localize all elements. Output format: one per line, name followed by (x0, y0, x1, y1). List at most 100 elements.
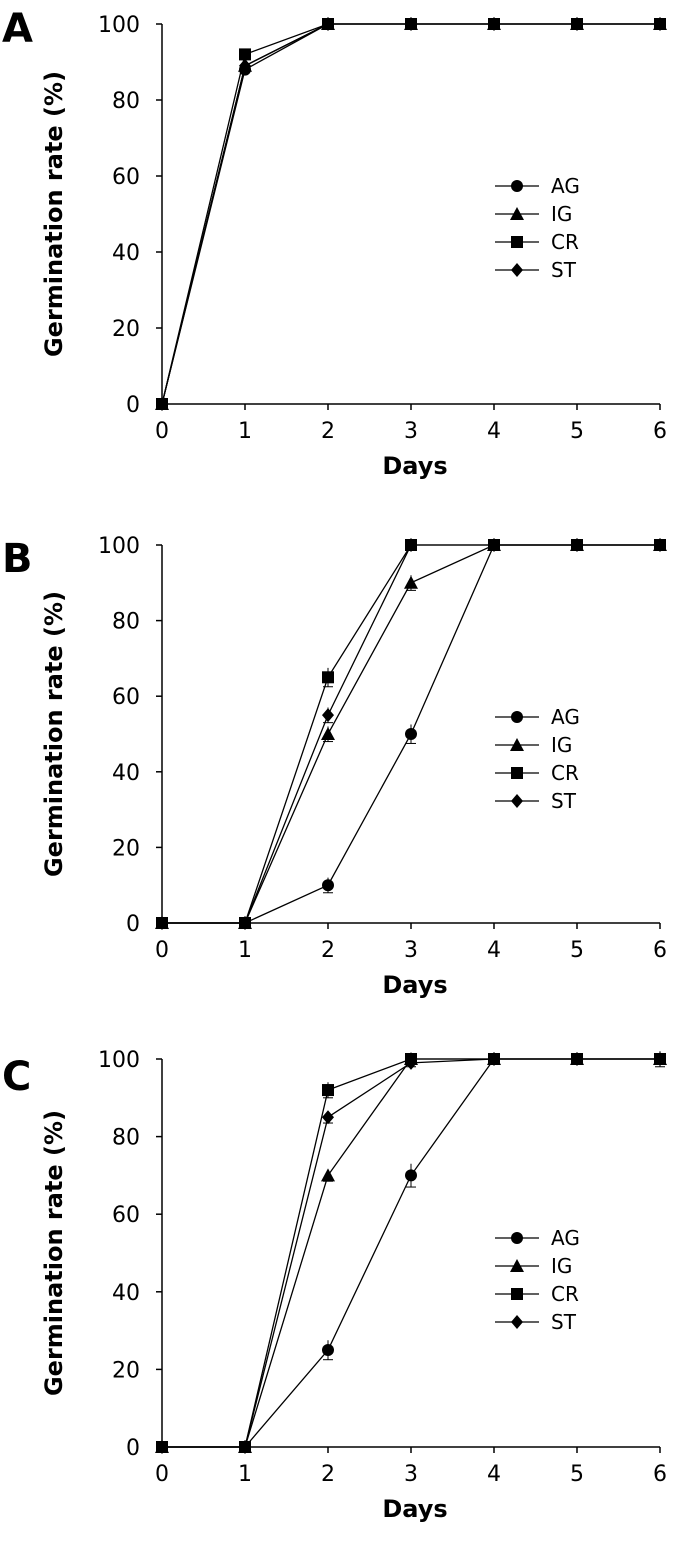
legend-marker (511, 263, 523, 277)
legend-label: CR (551, 230, 579, 254)
x-tick-label: 1 (238, 1462, 252, 1487)
x-tick-label: 4 (487, 938, 501, 963)
data-point (405, 1169, 417, 1182)
legend-label: IG (551, 1254, 572, 1278)
legend-marker (510, 1259, 524, 1272)
data-point (488, 17, 500, 31)
legend-label: AG (551, 705, 580, 729)
legend-marker (511, 1232, 523, 1244)
data-point (156, 1440, 168, 1454)
data-point (322, 1110, 334, 1125)
y-tick-label: 0 (126, 912, 140, 937)
data-point (404, 575, 418, 589)
data-point (654, 17, 666, 31)
x-tick-label: 0 (155, 1462, 169, 1487)
y-axis-title: Germination rate (%) (40, 1110, 68, 1396)
legend-label: IG (551, 202, 572, 226)
series-AG (156, 1053, 666, 1453)
series-CR (156, 18, 666, 410)
data-point (322, 1084, 334, 1097)
y-tick-label: 80 (112, 610, 140, 635)
series-line (162, 1058, 660, 1448)
x-tick-label: 1 (238, 938, 252, 963)
data-point (239, 1440, 251, 1454)
panel-letter: B (2, 536, 33, 582)
legend-marker (511, 180, 523, 192)
y-tick-label: 0 (126, 1436, 140, 1461)
x-tick-label: 4 (487, 1462, 501, 1487)
x-tick-label: 3 (404, 419, 418, 444)
series-line (162, 1058, 660, 1448)
x-tick-label: 6 (653, 419, 667, 444)
y-tick-label: 40 (112, 1281, 140, 1306)
series-line (162, 1058, 660, 1448)
y-tick-label: 100 (98, 534, 140, 559)
legend: AG IG CR ST (495, 1226, 580, 1334)
chart-panel-B: B 0 20 40 60 80 100 0 1 2 3 4 5 6 Days Germination rate… (2, 534, 667, 999)
data-point (571, 538, 583, 552)
y-tick-label: 60 (112, 1203, 140, 1228)
legend-marker (511, 1288, 523, 1300)
panel-letter: A (2, 6, 33, 52)
x-tick-label: 2 (321, 419, 335, 444)
legend-label: AG (551, 174, 580, 198)
data-point (239, 916, 251, 930)
data-point (571, 1052, 583, 1066)
series-CR (156, 1051, 666, 1453)
y-tick-label: 20 (112, 836, 140, 861)
y-tick-label: 100 (98, 13, 140, 38)
y-tick-label: 0 (126, 393, 140, 418)
y-axis-title: Germination rate (%) (40, 71, 68, 357)
legend-marker (510, 207, 524, 220)
legend-label: ST (551, 258, 577, 282)
data-point (156, 397, 168, 411)
y-tick-label: 100 (98, 1048, 140, 1073)
legend: AG IG CR ST (495, 174, 580, 282)
data-point (239, 58, 251, 73)
chart-panel-C: C 0 20 40 60 80 100 0 1 2 3 4 5 6 Days Germination rate… (2, 1048, 667, 1523)
data-point (571, 17, 583, 31)
y-tick-label: 60 (112, 685, 140, 710)
panel-letter: C (2, 1054, 31, 1100)
y-tick-label: 20 (112, 317, 140, 342)
x-axis-title: Days (382, 1495, 447, 1523)
series-line (161, 23, 660, 405)
series-AG (156, 539, 666, 929)
legend-marker (511, 767, 523, 779)
data-point (654, 1052, 666, 1066)
legend-label: IG (551, 733, 572, 757)
data-point (321, 1168, 335, 1182)
x-tick-label: 5 (570, 938, 584, 963)
series-IG (155, 17, 667, 410)
y-tick-label: 80 (112, 89, 140, 114)
data-point (488, 1052, 500, 1066)
series-line (161, 23, 660, 405)
x-tick-label: 4 (487, 419, 501, 444)
data-point (488, 538, 500, 552)
series-ST (156, 17, 666, 411)
legend-marker (511, 1315, 523, 1329)
x-tick-label: 3 (404, 938, 418, 963)
legend-marker (511, 236, 523, 248)
legend: AG IG CR ST (495, 705, 580, 813)
x-tick-label: 2 (321, 1462, 335, 1487)
series-IG (155, 1052, 667, 1453)
y-tick-label: 60 (112, 165, 140, 190)
data-point (405, 1055, 417, 1070)
y-tick-label: 40 (112, 761, 140, 786)
data-point (405, 728, 417, 740)
series-line (162, 1058, 660, 1448)
data-point (322, 17, 334, 31)
chart-panel-A: A 0 20 40 60 80 100 0 1 2 3 4 5 6 Days Germination rate… (2, 6, 667, 480)
legend-marker (511, 711, 523, 723)
y-axis-title: Germination rate (%) (40, 591, 68, 877)
data-point (322, 671, 334, 684)
data-point (654, 538, 666, 552)
legend-marker (510, 738, 524, 751)
series-ST (156, 538, 666, 930)
x-tick-label: 5 (570, 419, 584, 444)
series-line (161, 23, 660, 405)
x-tick-label: 6 (653, 1462, 667, 1487)
x-axis-title: Days (382, 452, 447, 480)
data-point (322, 879, 334, 892)
